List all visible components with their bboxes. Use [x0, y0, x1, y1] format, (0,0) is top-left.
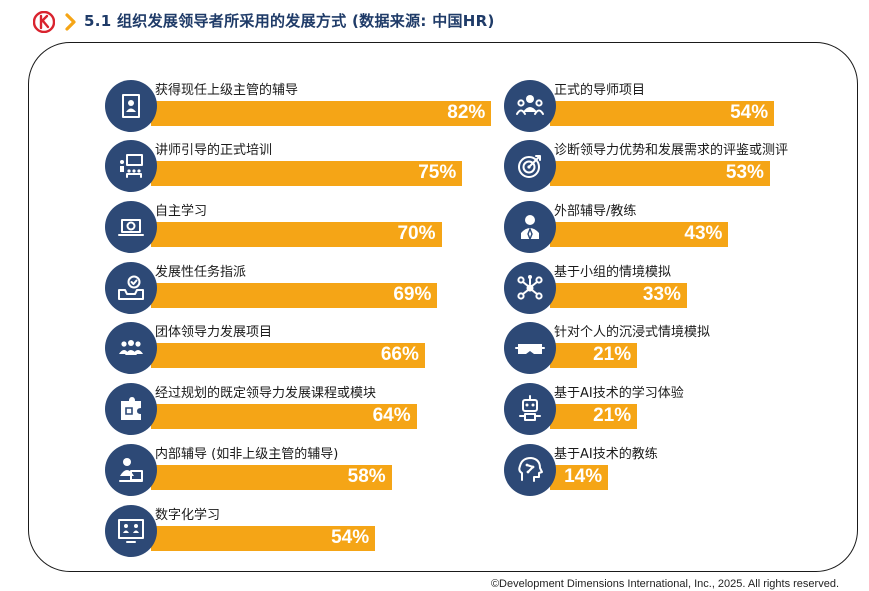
- category-label: 基于AI技术的学习体验: [554, 386, 684, 401]
- bar: 53%: [550, 161, 770, 186]
- category-label: 获得现任上级主管的辅导: [155, 83, 299, 98]
- bar: 69%: [151, 283, 438, 308]
- copyright-notice: ©Development Dimensions International, I…: [490, 578, 839, 590]
- ai-head-icon: [504, 444, 556, 496]
- data-label: 54%: [331, 527, 370, 548]
- bar: 54%: [151, 526, 376, 551]
- data-label: 64%: [372, 405, 411, 426]
- data-label: 53%: [725, 162, 764, 183]
- bar: 58%: [151, 465, 392, 490]
- data-label: 70%: [397, 223, 436, 244]
- category-label: 基于AI技术的教练: [554, 447, 658, 462]
- bar: 54%: [550, 101, 775, 126]
- category-label: 内部辅导 (如非上级主管的辅导): [155, 447, 339, 462]
- data-label: 21%: [593, 405, 632, 426]
- category-label: 发展性任务指派: [155, 265, 247, 280]
- vr-headset-icon: [504, 322, 556, 374]
- mentor-icon: [105, 444, 157, 496]
- category-label: 针对个人的沉浸式情境模拟: [554, 325, 711, 340]
- category-label: 讲师引导的正式培训: [155, 143, 273, 158]
- chevron-right-icon: [65, 13, 76, 31]
- bar: 43%: [550, 222, 729, 247]
- data-label: 21%: [593, 344, 632, 365]
- target-icon: [504, 140, 556, 192]
- bar: 21%: [550, 343, 638, 368]
- data-label: 69%: [393, 284, 432, 305]
- bar: 66%: [151, 343, 425, 368]
- bar: 70%: [151, 222, 442, 247]
- data-label: 58%: [347, 466, 386, 487]
- data-label: 33%: [642, 284, 681, 305]
- brand-logo-icon: [33, 11, 55, 33]
- data-label: 14%: [564, 466, 603, 487]
- coach-person-icon: [504, 201, 556, 253]
- category-label: 基于小组的情境模拟: [554, 265, 672, 280]
- bar: 14%: [550, 465, 609, 490]
- classroom-icon: [105, 140, 157, 192]
- bar: 82%: [151, 101, 492, 126]
- network-icon: [504, 262, 556, 314]
- category-label: 正式的导师项目: [554, 83, 646, 98]
- category-label: 诊断领导力优势和发展需求的评鉴或测评: [554, 143, 789, 158]
- category-label: 团体领导力发展项目: [155, 325, 273, 340]
- group-icon: [105, 322, 157, 374]
- bar: 33%: [550, 283, 687, 308]
- data-label: 54%: [730, 102, 769, 123]
- data-label: 82%: [447, 102, 486, 123]
- data-label: 66%: [380, 344, 419, 365]
- bar: 64%: [151, 404, 417, 429]
- puzzle-icon: [105, 383, 157, 435]
- bar: 21%: [550, 404, 638, 429]
- data-label: 43%: [684, 223, 723, 244]
- video-call-icon: [105, 505, 157, 557]
- robot-icon: [504, 383, 556, 435]
- notebook-person-icon: [105, 80, 157, 132]
- category-label: 外部辅导/教练: [554, 204, 637, 219]
- bar: 75%: [151, 161, 463, 186]
- page-title: 5.1 组织发展领导者所采用的发展方式 (数据来源: 中国HR): [84, 12, 495, 30]
- tray-check-icon: [105, 262, 157, 314]
- data-label: 75%: [418, 162, 457, 183]
- chart-panel: [28, 42, 858, 572]
- category-label: 经过规划的既定领导力发展课程或模块: [155, 386, 377, 401]
- category-label: 自主学习: [155, 204, 208, 219]
- category-label: 数字化学习: [155, 508, 221, 523]
- mentor-group-icon: [504, 80, 556, 132]
- laptop-icon: [105, 201, 157, 253]
